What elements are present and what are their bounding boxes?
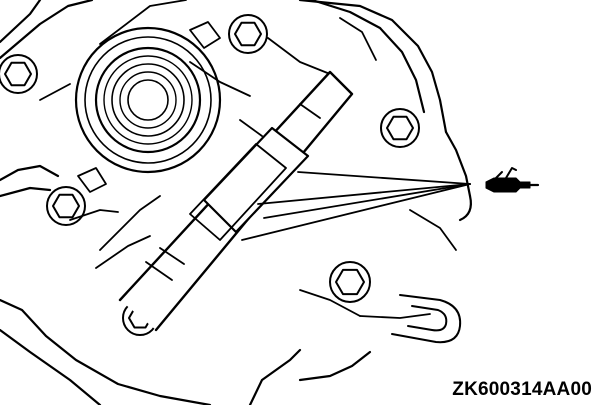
figure-code: ZK600314AA00: [450, 379, 594, 401]
bolt: [228, 14, 268, 54]
housing-ribs: [39, 0, 457, 319]
retaining-clips: [77, 21, 221, 193]
bolt: [46, 186, 86, 226]
oil-can-icon: [485, 167, 540, 193]
housing-outline: [0, 0, 472, 405]
bolt: [380, 108, 420, 148]
leader-lines: [241, 171, 471, 241]
slotted-bracket: [391, 294, 462, 344]
bearing-assembly: [74, 26, 222, 174]
bolt: [329, 261, 371, 303]
bolt: [0, 54, 38, 94]
shift-shaft: [118, 70, 354, 332]
